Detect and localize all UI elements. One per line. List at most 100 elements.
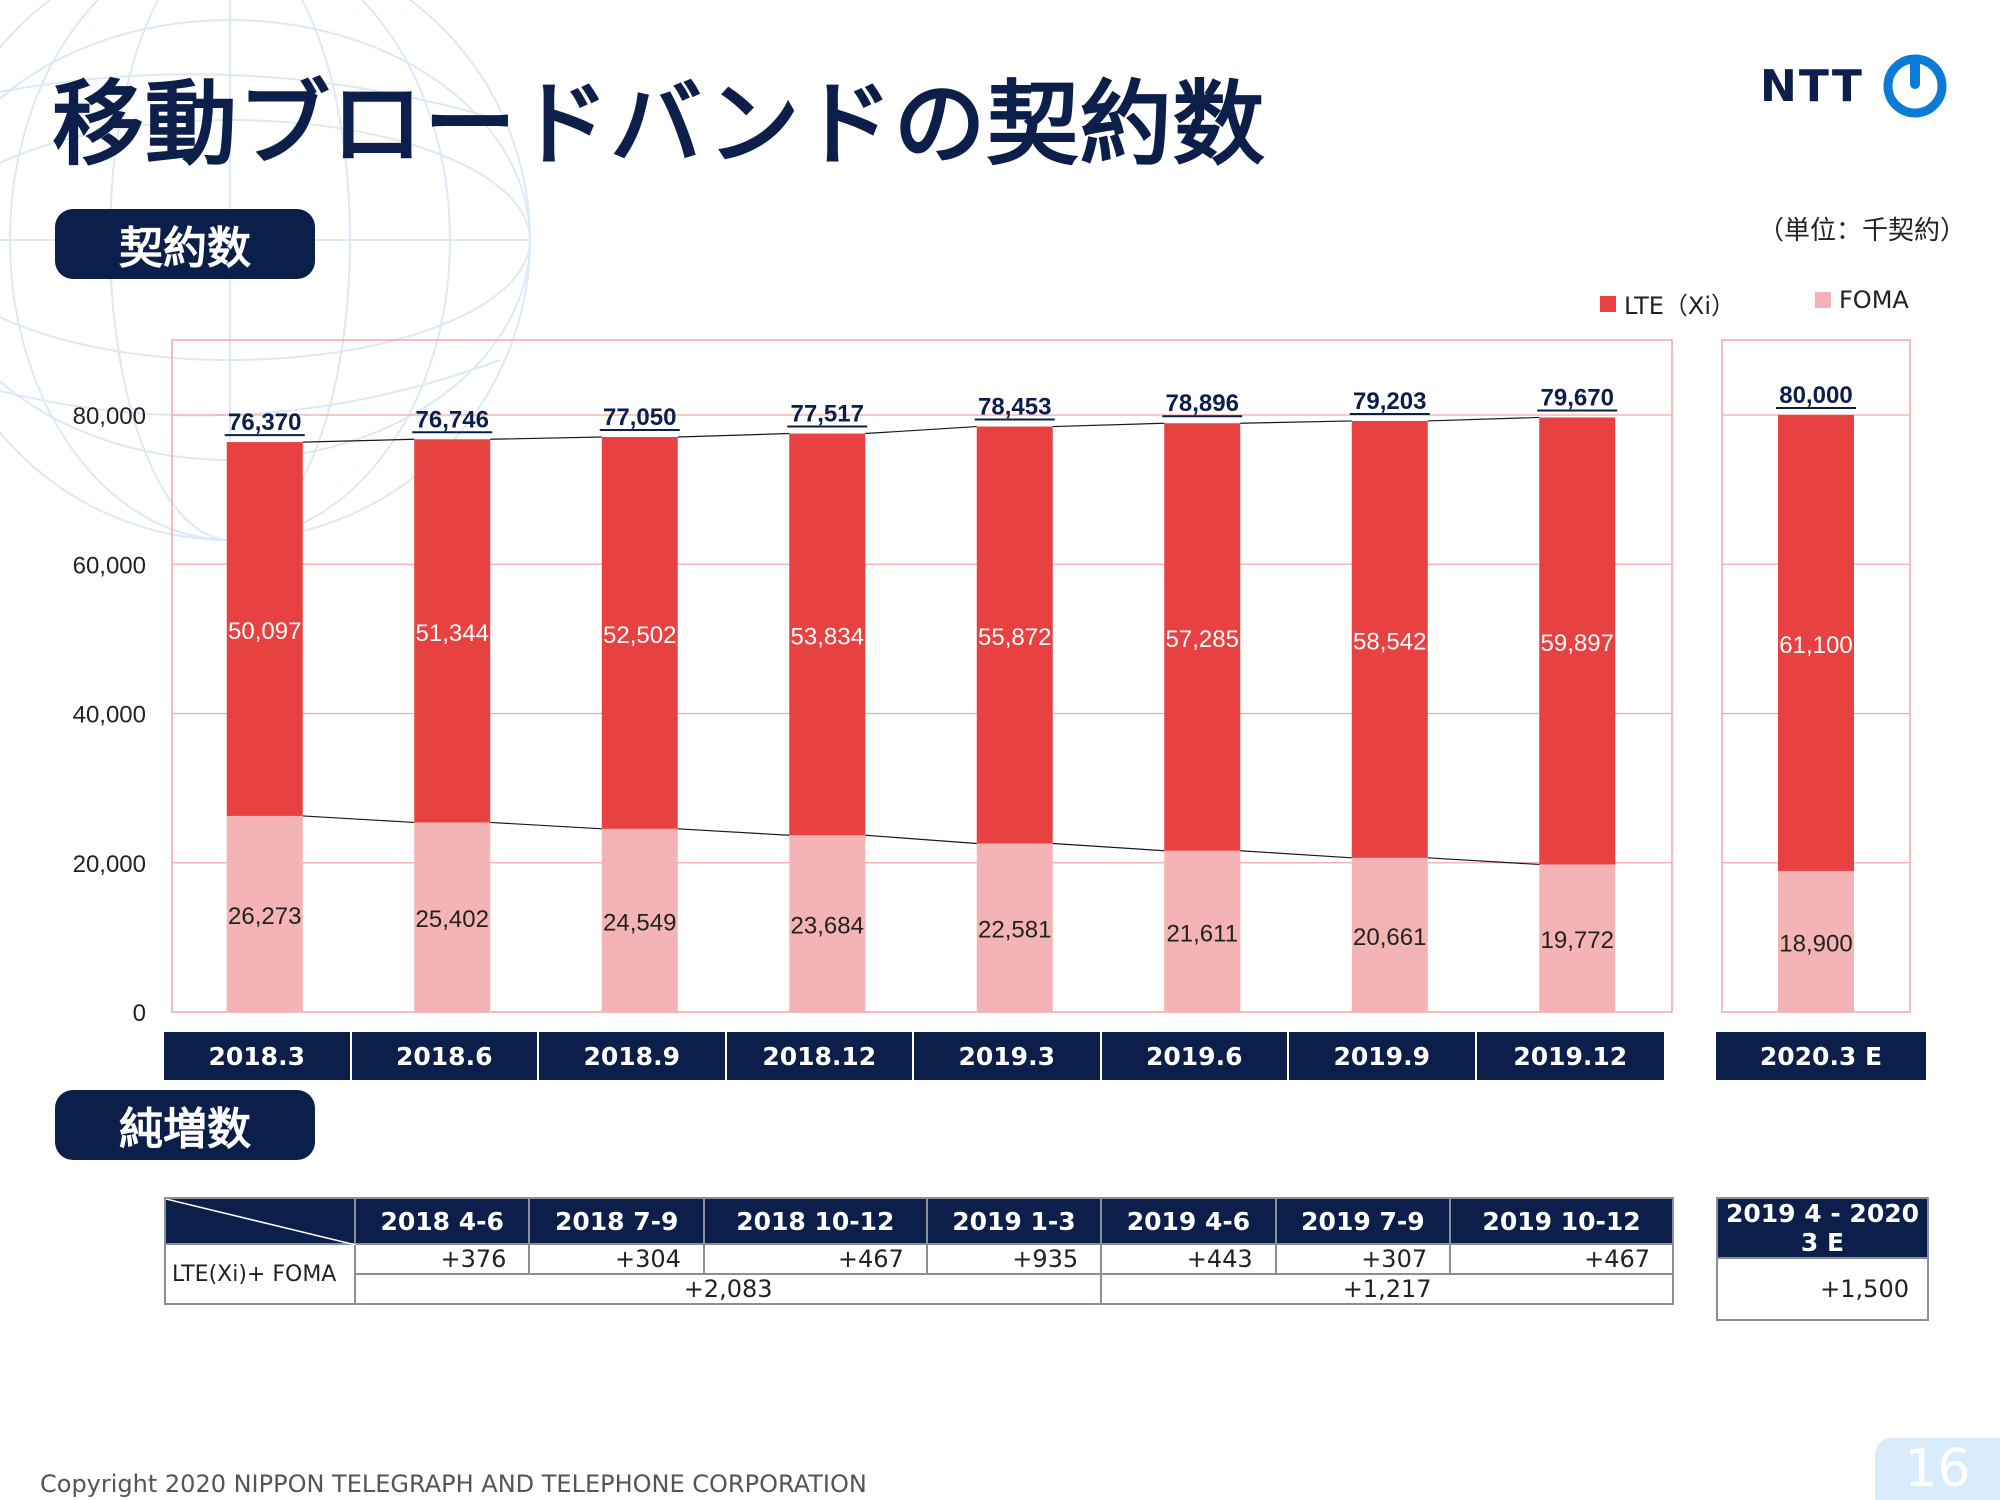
data-label-lte: 52,502 <box>603 622 676 649</box>
legend-label-foma: FOMA <box>1839 286 1909 314</box>
bar-lte <box>226 442 303 816</box>
table-corner-cell <box>164 1197 356 1245</box>
data-label-foma: 24,549 <box>603 909 676 936</box>
category-label-forecast: 2020.3 E <box>1716 1032 1926 1080</box>
category-label: 2019.12 <box>1476 1032 1664 1080</box>
total-label: 79,203 <box>1353 388 1426 415</box>
copyright-text: Copyright 2020 NIPPON TELEGRAPH AND TELE… <box>40 1470 867 1498</box>
category-label: 2019.9 <box>1289 1032 1477 1080</box>
data-label-lte: 50,097 <box>228 618 301 645</box>
unit-label: （単位：千契約） <box>1758 216 1967 246</box>
category-label: 2018.6 <box>351 1032 539 1080</box>
bar-foma <box>789 835 866 1012</box>
legend-label-lte: LTE（Xi） <box>1624 292 1735 320</box>
bar-foma <box>414 822 491 1012</box>
legend-item-foma: FOMA <box>1815 286 1909 314</box>
data-label-foma: 21,611 <box>1166 920 1238 947</box>
y-tick-label: 60,000 <box>73 552 146 579</box>
table-row: +2,083 +1,217 <box>165 1273 1674 1305</box>
category-axis-forecast: 2020.3 E <box>1716 1032 1926 1080</box>
total-connector-line <box>677 432 790 438</box>
data-label-lte: 51,344 <box>416 620 489 647</box>
table-cell: +467 <box>1449 1243 1674 1275</box>
legend-swatch-foma <box>1815 292 1831 308</box>
foma-connector-line <box>1052 842 1165 852</box>
total-label-forecast: 80,000 <box>1779 382 1852 409</box>
page-title: 移動ブロードバンドの契約数 <box>52 71 1266 178</box>
table-cell: +376 <box>353 1243 531 1275</box>
data-label-lte: 55,872 <box>978 624 1051 651</box>
data-label-foma: 26,273 <box>228 903 301 930</box>
category-label: 2019.6 <box>1101 1032 1289 1080</box>
ntt-logo-icon <box>1883 54 1947 118</box>
table-cell: +304 <box>528 1243 705 1275</box>
total-label: 77,050 <box>603 404 676 431</box>
total-label: 77,517 <box>791 401 864 428</box>
category-label: 2018.3 <box>164 1032 352 1080</box>
table-header-row: 2019 4 - 2020 3 E <box>1716 1197 1929 1259</box>
page-number: 16 <box>1875 1438 2000 1500</box>
data-label-foma: 19,772 <box>1541 927 1614 954</box>
table-row: LTE(Xi)+ FOMA +376 +304 +467 +935 +443 +… <box>164 1243 1674 1305</box>
data-label-lte: 58,542 <box>1353 628 1426 655</box>
total-label: 76,370 <box>228 409 301 436</box>
data-label-foma-forecast: 18,900 <box>1779 930 1852 957</box>
stacked-bar-chart: 0 20,000 40,000 60,000 80,000 26,273 50,097 76,… <box>73 339 1911 1027</box>
y-tick-label: 80,000 <box>73 403 146 430</box>
data-label-foma: 23,684 <box>791 913 864 940</box>
foma-connector-line <box>302 815 415 824</box>
total-label: 79,670 <box>1541 384 1614 411</box>
table-row-label: LTE(Xi)+ FOMA <box>164 1243 356 1305</box>
legend-item-lte: LTE（Xi） <box>1600 286 1735 321</box>
bar-lte-forecast <box>1778 415 1854 871</box>
table-header: 2019 1-3 <box>925 1197 1103 1245</box>
y-tick-label: 40,000 <box>73 702 146 729</box>
data-label-lte: 53,834 <box>791 623 864 650</box>
foma-connector-line <box>1427 857 1540 866</box>
forecast-table: 2019 4 - 2020 3 E +1,500 <box>1716 1197 1929 1321</box>
table-subtotal-cell: +2,083 <box>353 1273 1103 1305</box>
table-header: 2019 4-6 <box>1100 1197 1277 1245</box>
legend-swatch-lte <box>1600 295 1616 312</box>
total-connector-line <box>490 436 602 440</box>
bar-foma <box>1164 850 1241 1012</box>
table-header: 2019 10-12 <box>1449 1197 1674 1245</box>
table-header: 2019 7-9 <box>1274 1197 1452 1245</box>
bar-lte <box>789 433 866 836</box>
data-label-foma: 20,661 <box>1353 924 1426 951</box>
total-connector-line <box>1427 416 1540 422</box>
net-additions-table: 2018 4-6 2018 7-9 2018 10-12 2019 1-3 20… <box>164 1197 1674 1305</box>
table-header-forecast: 2019 4 - 2020 3 E <box>1716 1197 1929 1259</box>
foma-connector-line <box>865 834 977 845</box>
category-label: 2018.12 <box>726 1032 914 1080</box>
bar-lte <box>414 439 491 823</box>
total-label: 78,453 <box>978 394 1051 421</box>
total-connector-line <box>302 438 415 443</box>
table-cell: +443 <box>1100 1243 1277 1275</box>
bar-lte <box>1351 420 1428 858</box>
bar-lte <box>601 437 678 829</box>
bar-foma-forecast <box>1778 870 1854 1012</box>
table-subtotal-cell: +1,217 <box>1100 1273 1674 1305</box>
bar-foma <box>976 843 1053 1012</box>
table-cell-forecast: +1,500 <box>1716 1257 1929 1321</box>
data-label-foma: 22,581 <box>978 917 1051 944</box>
bar-foma <box>601 828 678 1012</box>
data-label-lte-forecast: 61,100 <box>1779 632 1852 659</box>
corner-diagonal <box>166 1199 356 1245</box>
table-header: 2018 10-12 <box>702 1197 928 1245</box>
foma-connector-line <box>677 828 790 836</box>
foma-connector-line <box>1240 850 1352 859</box>
ntt-logo: NTT <box>1760 50 1948 122</box>
data-label-lte: 59,897 <box>1541 630 1614 657</box>
bar-foma <box>1351 857 1428 1012</box>
y-tick-label: 20,000 <box>73 851 146 878</box>
category-axis: 2018.3 2018.6 2018.9 2018.12 2019.3 2019.6 201… <box>164 1032 1664 1080</box>
table-cell: +935 <box>925 1243 1103 1275</box>
data-label-foma: 25,402 <box>416 906 489 933</box>
table-header: 2018 4-6 <box>353 1197 531 1245</box>
category-label: 2019.3 <box>914 1032 1102 1080</box>
bar-lte <box>1164 423 1241 851</box>
plot-frame <box>171 339 1673 1013</box>
table-cell: +307 <box>1274 1243 1452 1275</box>
